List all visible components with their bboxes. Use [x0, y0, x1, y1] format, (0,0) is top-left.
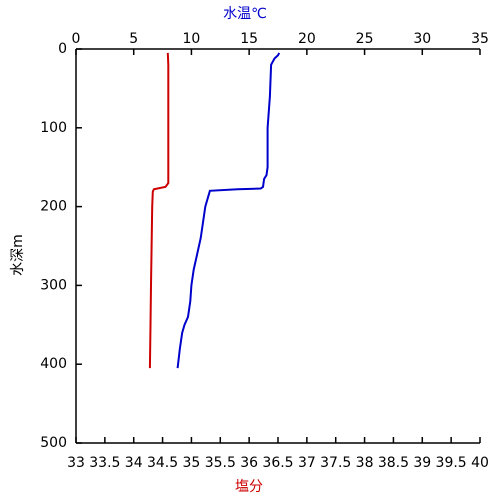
x-tick-label: 38: [356, 455, 374, 471]
y-tick-label: 0: [58, 41, 67, 57]
y-tick-label: 200: [40, 199, 67, 215]
x2-tick-label: 30: [413, 31, 431, 47]
y-axis-label: 水深m: [10, 234, 26, 276]
x-tick-label: 33: [67, 455, 85, 471]
y-tick-label: 400: [40, 356, 67, 372]
x-tick-label: 37.5: [320, 455, 351, 471]
y-tick-label: 300: [40, 277, 67, 293]
x2-tick-label: 10: [183, 31, 201, 47]
x2-tick-label: 20: [298, 31, 316, 47]
x2-tick-label: 5: [129, 31, 138, 47]
profile-line: [148, 52, 170, 369]
x-tick-label: 38.5: [378, 455, 409, 471]
x-tick-label: 34: [125, 455, 143, 471]
x2-tick-label: 35: [471, 31, 489, 47]
x2-axis-label: 水温℃: [223, 6, 267, 22]
profile-line: [176, 52, 281, 369]
x-tick-label: 34.5: [147, 455, 178, 471]
y-tick-label: 100: [40, 120, 67, 136]
x-tick-label: 39.5: [436, 455, 467, 471]
x2-tick-label: 15: [240, 31, 258, 47]
x-tick-label: 33.5: [89, 455, 120, 471]
x2-tick-label: 25: [356, 31, 374, 47]
x-axis-label: 塩分: [235, 479, 263, 495]
x-tick-label: 35.5: [205, 455, 236, 471]
x-tick-label: 39: [413, 455, 431, 471]
x-tick-label: 40: [471, 455, 489, 471]
x-tick-label: 37: [298, 455, 316, 471]
x2-tick-label: 0: [72, 31, 81, 47]
x-tick-label: 36: [240, 455, 258, 471]
x-tick-label: 36.5: [262, 455, 293, 471]
y-tick-label: 500: [40, 435, 67, 451]
x-tick-label: 35: [183, 455, 201, 471]
